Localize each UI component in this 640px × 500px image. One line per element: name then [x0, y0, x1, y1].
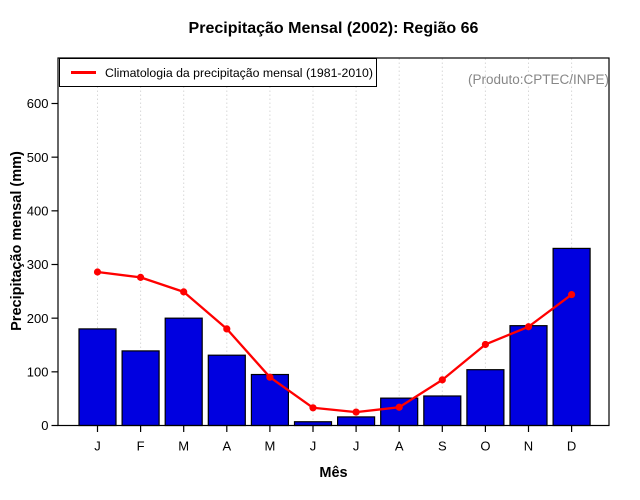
climatology-point	[524, 323, 533, 331]
y-tick-label: 0	[41, 418, 48, 433]
x-tick-label: N	[524, 439, 533, 454]
bar	[121, 350, 160, 427]
climatology-point	[309, 404, 317, 412]
climatology-point	[93, 268, 102, 276]
bar	[78, 328, 117, 427]
climatology-point	[137, 273, 145, 281]
legend: Climatologia da precipitação mensal (198…	[59, 58, 377, 87]
legend-label: Climatologia da precipitação mensal (198…	[105, 65, 373, 80]
climatology-point	[223, 325, 231, 333]
bar	[250, 373, 289, 427]
bar	[552, 247, 591, 427]
x-axis-label: Mês	[319, 465, 348, 481]
y-tick-label: 600	[27, 96, 49, 111]
climatology-point	[438, 376, 446, 384]
y-tick-label: 100	[27, 364, 49, 379]
climatology-line	[96, 270, 573, 414]
climatology-point	[395, 403, 403, 411]
bar	[509, 325, 548, 427]
climatology-point	[481, 340, 489, 349]
bar	[337, 416, 376, 427]
x-tick-label: D	[567, 439, 576, 454]
y-axis-label: Precipitação mensal (mm)	[9, 151, 25, 331]
bar	[423, 395, 462, 427]
bar	[466, 369, 505, 427]
x-tick-label: S	[438, 439, 447, 454]
x-tick-label: J	[310, 439, 317, 454]
climatology-point	[266, 373, 274, 381]
x-tick-label: J	[94, 439, 101, 454]
x-tick-label: M	[178, 439, 189, 454]
bar	[164, 317, 203, 427]
x-tick-label: A	[395, 439, 404, 454]
climatology-point	[180, 288, 188, 296]
y-tick-label: 300	[27, 257, 49, 272]
x-tick-label: F	[137, 439, 145, 454]
climatology-point	[568, 290, 576, 299]
x-tick-label: M	[264, 439, 275, 454]
bar	[380, 397, 419, 427]
x-tick-label: A	[222, 439, 231, 454]
y-tick-label: 400	[27, 203, 49, 218]
legend-line-swatch	[71, 71, 96, 74]
watermark-text: (Produto:CPTEC/INPE)	[467, 72, 609, 87]
y-tick-label: 200	[27, 311, 49, 326]
chart-title: Precipitação Mensal (2002): Região 66	[188, 20, 479, 37]
bar	[207, 354, 246, 427]
y-tick-label: 500	[27, 150, 49, 165]
climatology-point	[352, 408, 360, 416]
x-tick-label: J	[353, 439, 360, 454]
x-tick-label: O	[480, 439, 490, 454]
